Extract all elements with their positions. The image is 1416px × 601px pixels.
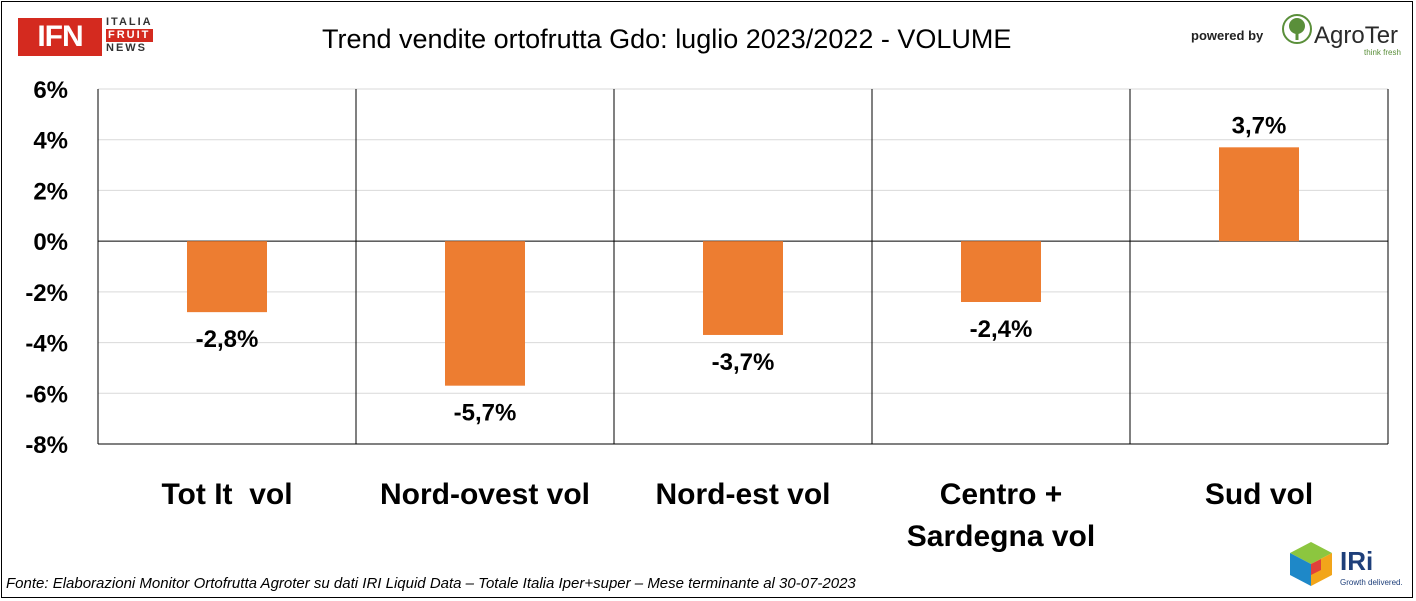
agroter-name: AgroTer — [1314, 22, 1399, 49]
powered-by-label: powered by — [1191, 28, 1264, 43]
bar — [445, 241, 525, 386]
x-tick-label: Centro + — [940, 478, 1063, 511]
bar — [703, 241, 783, 335]
chart-title: Trend vendite ortofrutta Gdo: luglio 202… — [322, 24, 1012, 54]
x-tick-label: Nord-est vol — [655, 478, 830, 511]
y-tick-label: 4% — [33, 128, 68, 155]
bar — [1219, 147, 1299, 242]
iri-cube-icon — [1290, 542, 1332, 586]
data-label: 3,7% — [1232, 112, 1287, 139]
agroter-tree-icon — [1282, 14, 1312, 44]
bar — [961, 241, 1041, 302]
y-tick-label: -6% — [25, 381, 68, 408]
ifn-sub-line-2: FRUIT — [106, 29, 153, 42]
y-tick-label: -2% — [25, 280, 68, 307]
y-tick-label: 0% — [33, 229, 68, 256]
x-tick-label: Sud vol — [1205, 478, 1313, 511]
iri-tagline: Growth delivered. — [1340, 578, 1403, 587]
iri-logo: IRi Growth delivered. — [1288, 540, 1403, 593]
agroter-logo: AgroTer think fresh — [1282, 14, 1401, 57]
bar — [187, 241, 267, 313]
y-tick-label: 2% — [33, 178, 68, 205]
ifn-sub-line-1: ITALIA — [106, 16, 153, 28]
source-note: Fonte: Elaborazioni Monitor Ortofrutta A… — [6, 575, 856, 592]
x-tick-label: Nord-ovest vol — [380, 478, 590, 511]
iri-name: IRi — [1340, 546, 1374, 576]
y-tick-label: 6% — [33, 77, 68, 104]
data-label: -2,8% — [196, 326, 259, 353]
x-tick-label: Sardegna vol — [907, 520, 1095, 553]
data-label: -2,4% — [970, 316, 1033, 343]
agroter-tagline: think fresh — [1364, 48, 1401, 57]
ifn-logo-subtitle: ITALIA FRUIT NEWS — [106, 16, 153, 55]
y-tick-label: -4% — [25, 331, 68, 358]
ifn-logo-mark: IFN — [18, 18, 102, 56]
data-label: -5,7% — [454, 400, 517, 427]
y-tick-label: -8% — [25, 432, 68, 459]
x-tick-label: Tot It vol — [161, 478, 292, 511]
ifn-sub-line-3: NEWS — [106, 42, 147, 54]
data-label: -3,7% — [712, 349, 775, 376]
